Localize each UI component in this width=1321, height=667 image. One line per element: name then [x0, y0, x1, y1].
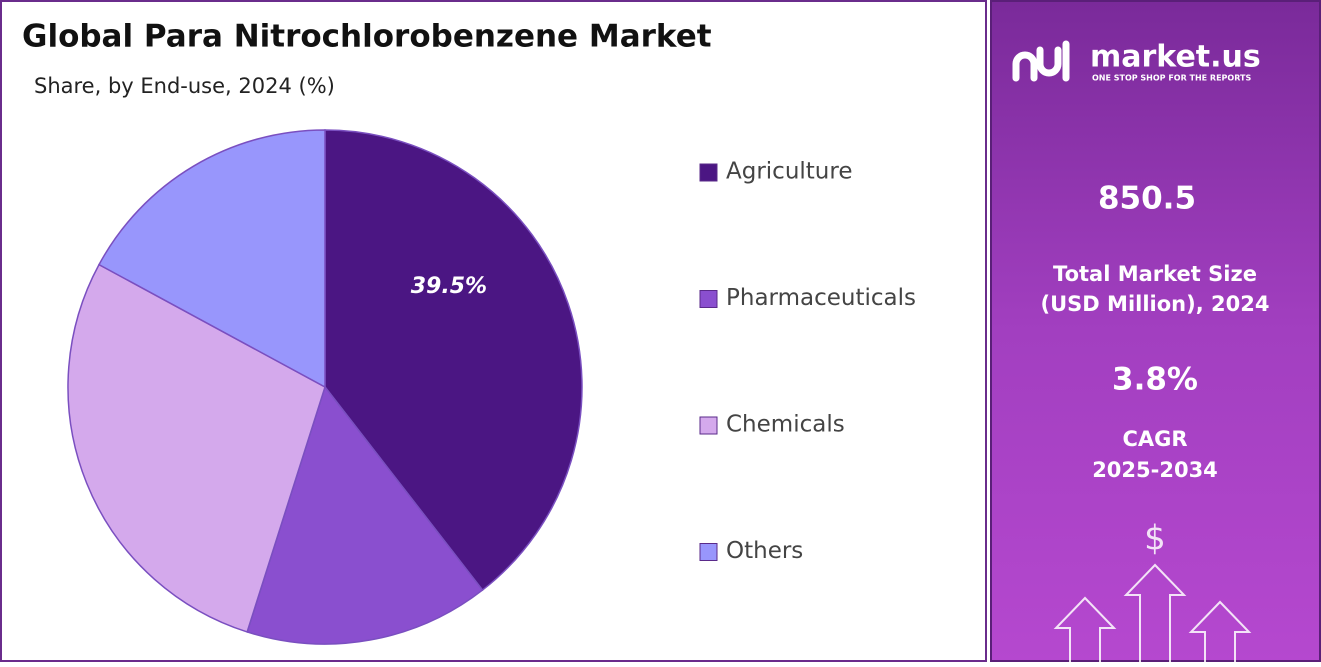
legend-swatch [699, 543, 718, 561]
market-size: 850.5 [1098, 181, 1196, 217]
svg-text:$: $ [1144, 519, 1166, 559]
growth-arrows: $ [1053, 519, 1252, 663]
data-label: 39.5% [411, 274, 487, 299]
sidebar-panel [990, 0, 1321, 662]
brand-name: market.us [1090, 40, 1261, 75]
legend-label: Pharmaceuticals [726, 285, 916, 311]
pie-slice [67, 263, 326, 633]
brand-tagline: ONE STOP SHOP FOR THE REPORTS [1092, 74, 1251, 83]
market-size-label: (USD Million), 2024 [1041, 292, 1270, 316]
legend: Agriculture Pharmaceuticals Chemicals Other… [699, 159, 916, 564]
chart-subtitle: Share, by End-use, 2024 (%) [34, 74, 335, 98]
legend-swatch [699, 416, 718, 435]
market-size-label: Total Market Size [1053, 262, 1257, 286]
brand-logo [1012, 40, 1070, 82]
chart-title: Global Para Nitrochlorobenzene Market [22, 19, 712, 55]
legend-swatch [699, 290, 718, 308]
legend-label: Agriculture [726, 159, 853, 185]
legend-label: Chemicals [726, 412, 845, 438]
cagr-label: CAGR [1122, 427, 1187, 451]
legend-label: Others [726, 538, 803, 564]
pie-slice [324, 129, 583, 592]
pie: 39.5% [67, 129, 583, 645]
legend-swatch [699, 163, 718, 182]
pie-slice [246, 385, 484, 645]
pie-slice [97, 129, 326, 389]
cagr-value: 3.8% [1112, 362, 1198, 398]
cagr-label: 2025-2034 [1092, 458, 1218, 482]
